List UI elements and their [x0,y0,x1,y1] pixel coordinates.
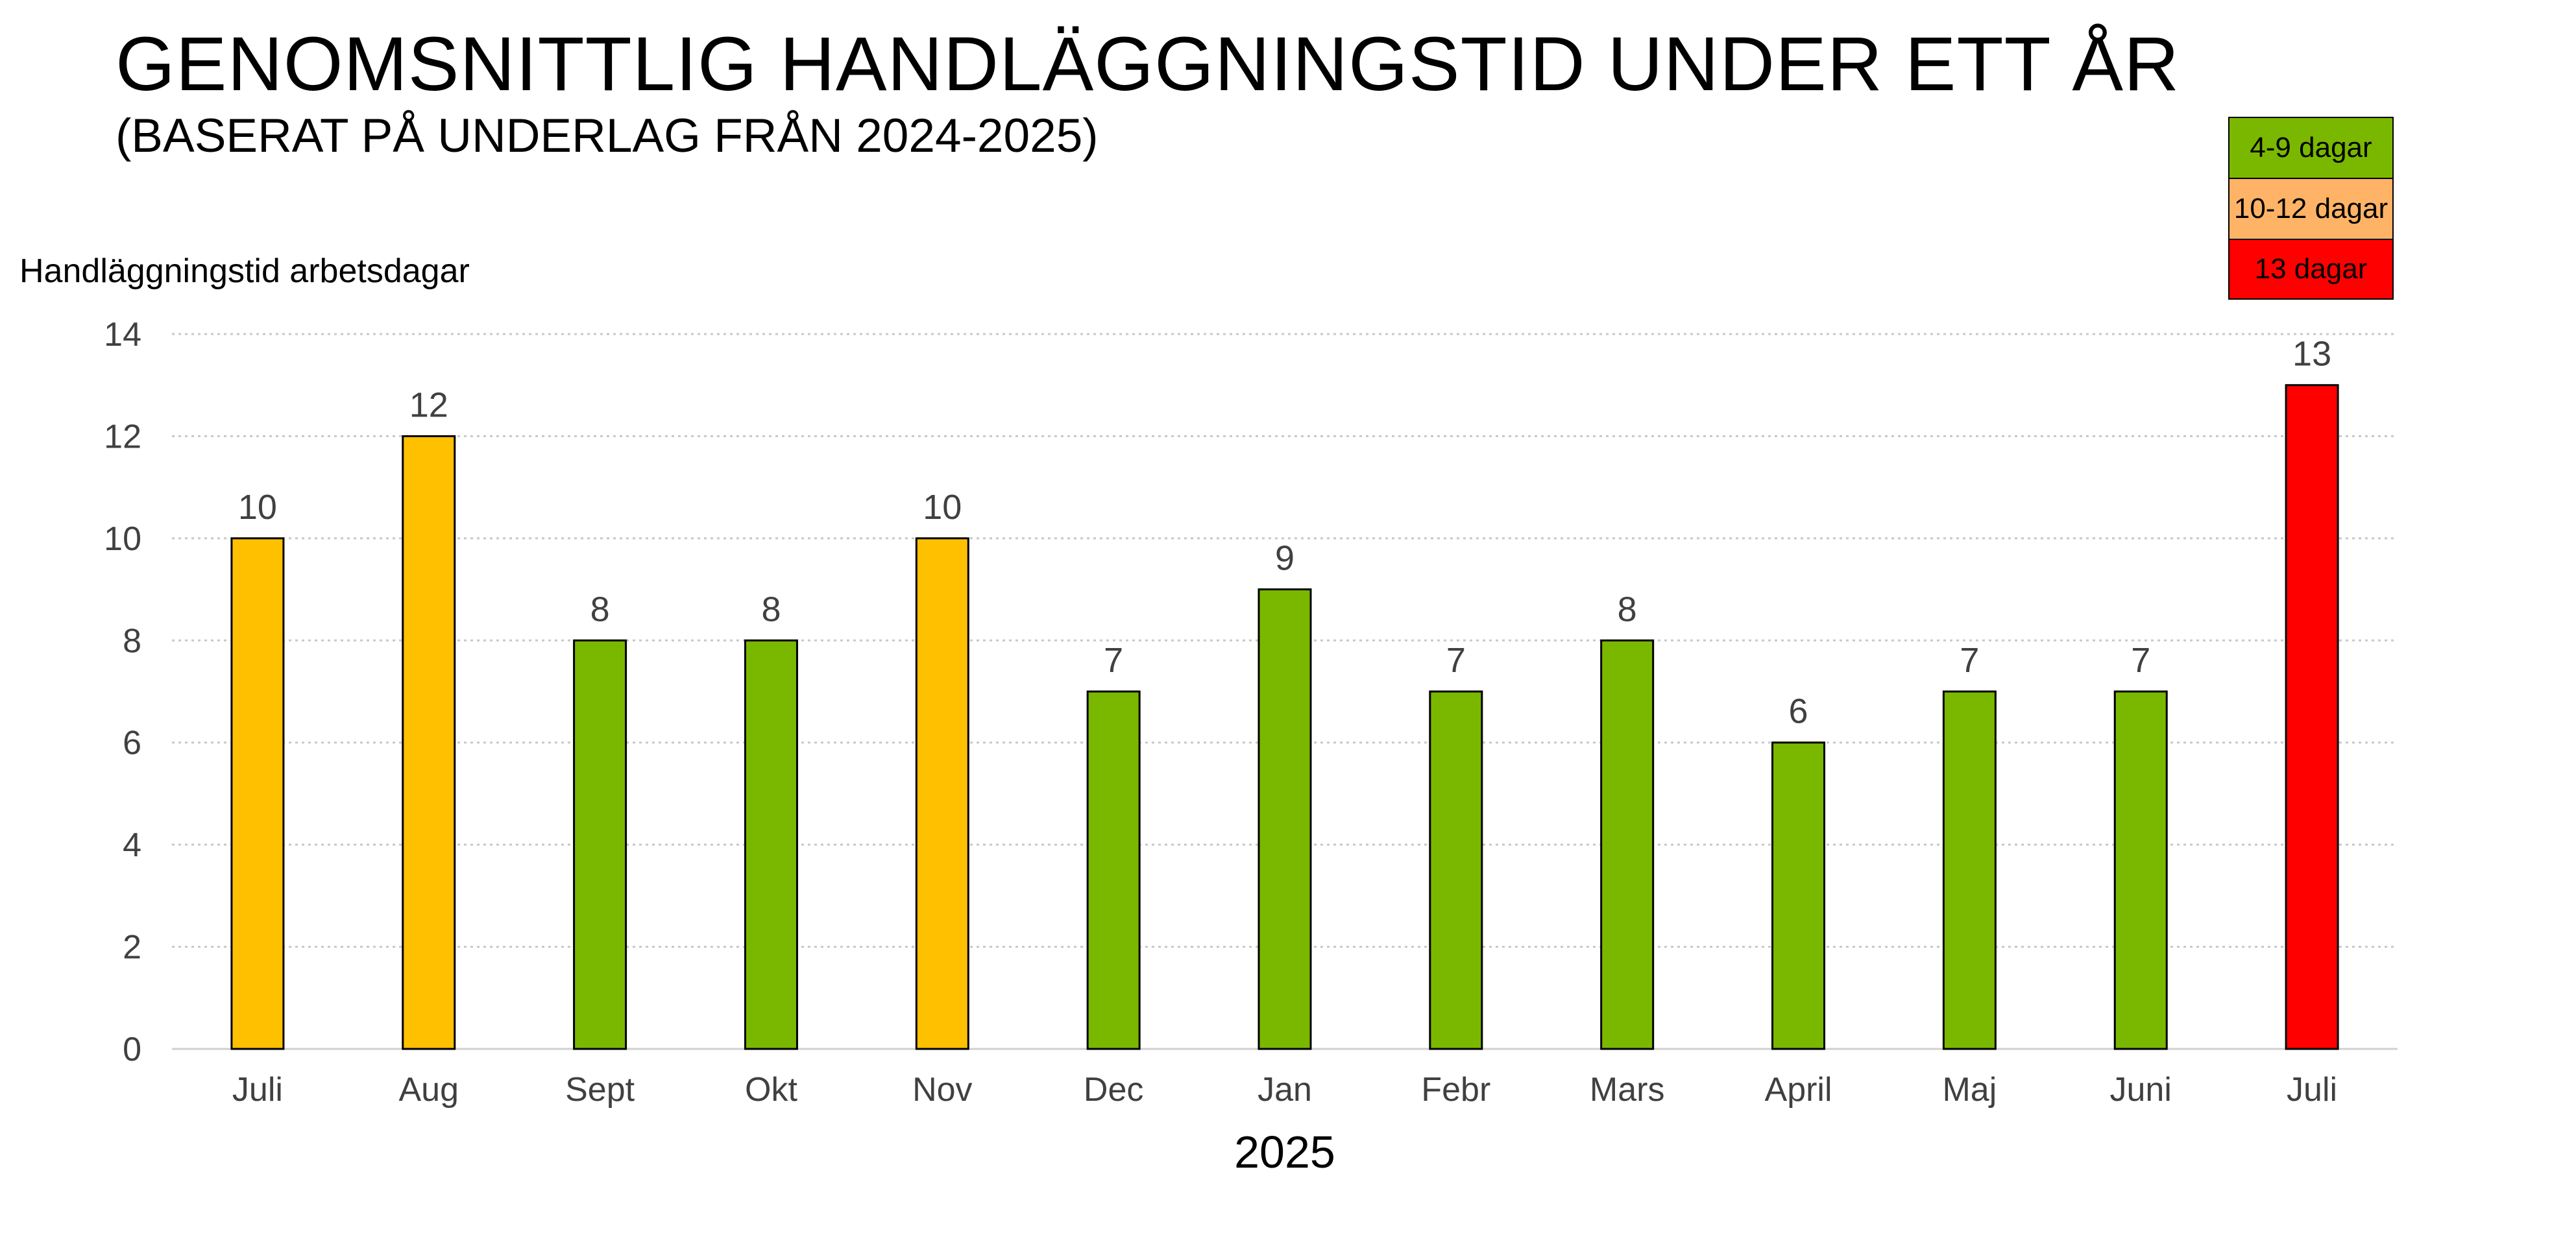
chart-title: GENOMSNITTLIG HANDLÄGGNINGSTID UNDER ETT… [115,21,2180,107]
x-tick-label: Maj [1942,1071,1997,1109]
bar-value-label: 7 [2131,641,2150,680]
bar [744,639,798,1050]
bar-value-label: 13 [2292,335,2331,374]
x-tick-label: Sept [565,1071,635,1109]
x-tick-label: Aug [399,1071,459,1109]
x-tick-label: Nov [912,1071,972,1109]
bar [915,537,969,1050]
bar-value-label: 7 [1104,641,1123,680]
x-tick-label: Okt [745,1071,797,1109]
y-tick-label: 14 [104,316,141,354]
x-tick-label: Juni [2110,1071,2172,1109]
y-tick-label: 6 [123,725,141,762]
bar [1942,690,1997,1050]
bar-value-label: 8 [761,590,781,629]
bar [1429,690,1483,1050]
bar-value-label: 7 [1446,641,1466,680]
y-tick-label: 2 [123,929,141,967]
legend-item-green: 4-9 dagar [2228,117,2394,178]
bar-value-label: 10 [923,488,962,527]
y-tick-label: 0 [123,1031,141,1068]
bar-value-label: 9 [1275,539,1294,578]
x-tick-label: Dec [1084,1071,1143,1109]
bar-value-label: 12 [409,385,448,424]
bar-value-label: 8 [1618,590,1637,629]
bar-value-label: 10 [238,488,277,527]
bar-value-label: 8 [590,590,610,629]
bar-value-label: 6 [1789,692,1808,731]
chart-subtitle: (BASERAT PÅ UNDERLAG FRÅN 2024-2025) [115,110,1099,162]
x-tick-label: Juli [232,1071,283,1109]
bar [230,537,285,1050]
y-tick-label: 8 [123,622,141,660]
bar [1086,690,1141,1050]
x-tick-label: Juli [2287,1071,2337,1109]
x-axis-label: 2025 [1234,1127,1335,1177]
y-tick-label: 4 [123,826,141,864]
bar [1600,639,1655,1050]
y-tick-label: 10 [104,520,141,558]
bar [402,435,456,1050]
bar [573,639,627,1050]
bar [1771,741,1826,1050]
legend: 4-9 dagar 10-12 dagar 13 dagar [2228,117,2394,300]
x-tick-label: April [1765,1071,1832,1109]
bar-value-label: 7 [1960,641,1979,680]
legend-item-orange: 10-12 dagar [2228,178,2394,239]
y-axis-label: Handläggningstid arbetsdagar [19,252,470,290]
bar [2113,690,2168,1050]
x-tick-label: Febr [1421,1071,1490,1109]
bar [1258,588,1312,1050]
x-tick-label: Jan [1258,1071,1312,1109]
x-tick-label: Mars [1590,1071,1665,1109]
y-tick-label: 12 [104,418,141,455]
legend-item-red: 13 dagar [2228,239,2394,300]
bar [2285,384,2339,1050]
